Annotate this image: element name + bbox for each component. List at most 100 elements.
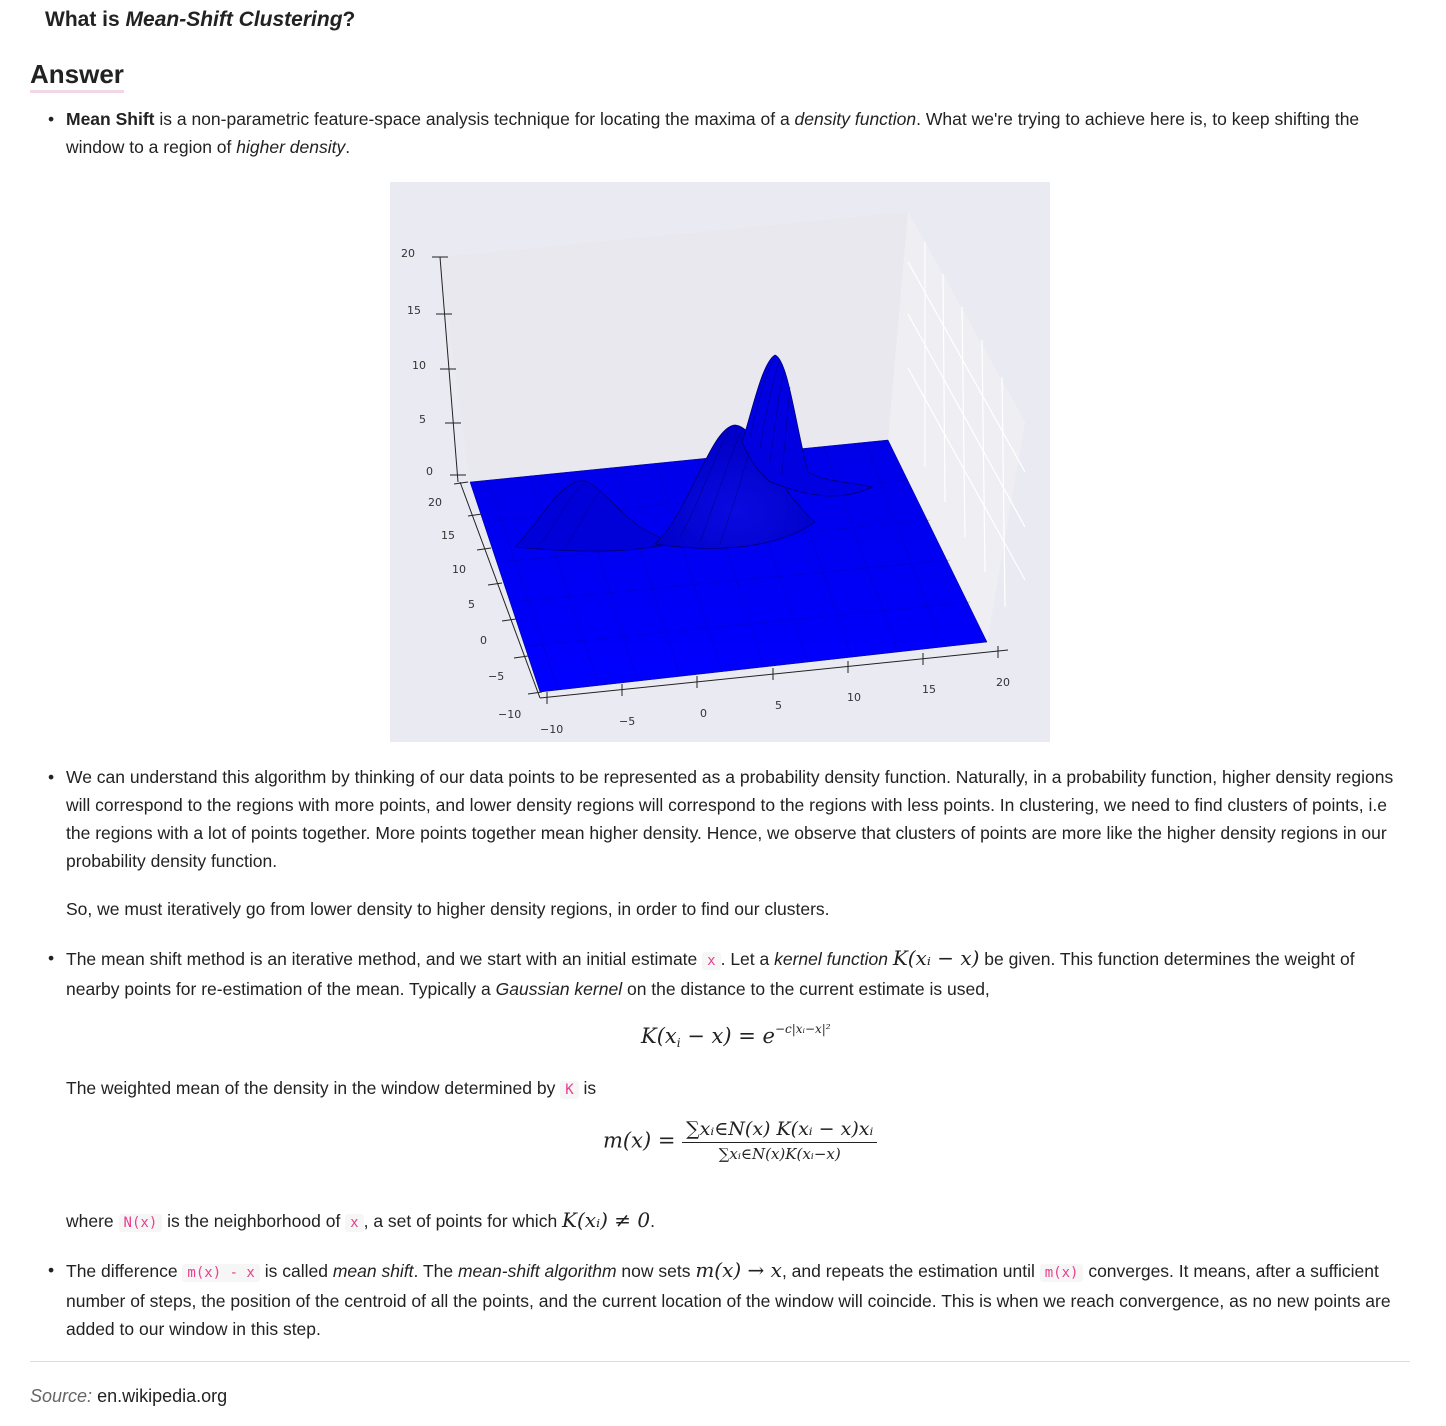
text-span: is (578, 1078, 597, 1098)
x-tick-label: −10 (540, 723, 563, 736)
y-tick-label: 10 (452, 563, 466, 576)
text-span: . (345, 137, 351, 157)
y-tick-label: 0 (480, 634, 487, 647)
x-tick-label: −5 (619, 715, 635, 728)
bullet-4-text: The difference m(x) - x is called mean s… (66, 1256, 1410, 1343)
x-tick-label: 5 (775, 699, 782, 712)
question-suffix: ? (342, 8, 356, 31)
text-span: converges. It means, after a sufficient … (66, 1261, 1391, 1339)
question-title: What is Mean-Shift Clustering? (45, 8, 355, 32)
bullet-marker: • (48, 1260, 55, 1280)
surface-peak-small (514, 480, 676, 552)
eq-numerator: ∑xᵢ∈N(x) K(xᵢ − x)xᵢ (682, 1118, 878, 1143)
mean-shift-bold: Mean Shift (66, 109, 155, 129)
emphasis: higher density (236, 137, 346, 157)
gaussian-kernel-equation: K(xi − x) = e−c|xᵢ−x|² (641, 1022, 831, 1050)
eq-denominator: ∑xᵢ∈N(x)K(xᵢ−x) (718, 1145, 841, 1163)
text-span: be given. This function determines the w… (66, 949, 1355, 999)
text-span: on the distance to the current estimate … (622, 979, 990, 999)
z-tick-label: 10 (412, 359, 426, 372)
text-span: where (66, 1211, 119, 1231)
emphasis: mean shift (332, 1261, 414, 1281)
x-axis-ticks (546, 646, 999, 704)
bullet-2-text: We can understand this algorithm by thin… (66, 767, 1394, 871)
x-axis-line (539, 649, 1009, 699)
inline-math: K(xᵢ − x) (892, 946, 980, 970)
source-line: Source: en.wikipedia.org (30, 1386, 227, 1407)
text-span: . Let a (720, 949, 775, 969)
text-span: . The (413, 1261, 458, 1281)
source-link[interactable]: en.wikipedia.org (97, 1386, 228, 1406)
x-tick-label: 20 (996, 676, 1010, 689)
surface-peak-tall (741, 354, 874, 497)
back-pane (440, 212, 908, 482)
y-axis-ticks (453, 481, 543, 695)
question-prefix: What is (45, 8, 126, 31)
question-term: Mean-Shift Clustering (125, 8, 343, 31)
eq-lhs: m(x) = (603, 1128, 676, 1153)
text-span: is a non-parametric feature-space analys… (154, 109, 795, 129)
eq-part: K(x (641, 1024, 677, 1048)
text-span: is called (259, 1261, 333, 1281)
neighborhood-text: where N(x) is the neighborhood of x, a s… (66, 1206, 1410, 1237)
bullet-marker: • (48, 767, 55, 787)
text-span: , a set of points for which (363, 1211, 563, 1231)
x-tick-label: 15 (922, 683, 936, 696)
eq-sub: i (676, 1036, 681, 1050)
z-tick-label: 5 (419, 413, 426, 426)
emphasis: kernel function (774, 949, 888, 969)
emphasis: Gaussian kernel (495, 979, 623, 999)
eq-part: − x) = e (680, 1024, 775, 1048)
z-tick-label: 0 (426, 465, 433, 478)
z-tick-label: 15 (407, 304, 421, 317)
y-tick-label: −10 (498, 708, 521, 721)
answer-heading: Answer (30, 58, 124, 93)
z-axis-ticks (432, 256, 466, 476)
y-tick-label: 5 (468, 598, 475, 611)
bullet-1-text: Mean Shift is a non-parametric feature-s… (66, 105, 1410, 161)
text-span: The weighted mean of the density in the … (66, 1078, 561, 1098)
divider (30, 1361, 1410, 1362)
inline-math: K(xᵢ) ≠ 0 (562, 1208, 651, 1232)
inline-math: m(x) → x (695, 1258, 782, 1282)
eq-fraction: ∑xᵢ∈N(x) K(xᵢ − x)xᵢ ∑xᵢ∈N(x)K(xᵢ−x) (682, 1118, 878, 1163)
text-span: , and repeats the estimation until (781, 1261, 1040, 1281)
inline-code: N(x) (118, 1214, 163, 1232)
x-tick-label: 0 (700, 707, 707, 720)
surface-plot-svg: 20 15 10 5 0 (401, 212, 1026, 736)
bullet-3-text: The mean shift method is an iterative me… (66, 944, 1410, 1003)
x-tick-label: 10 (847, 691, 861, 704)
bullet-marker: • (48, 109, 55, 129)
inline-code: m(x) - x (182, 1264, 260, 1282)
side-pane (888, 212, 1025, 642)
y-tick-label: −5 (488, 670, 504, 683)
side-pane-grid (907, 242, 1026, 608)
z-tick-label: 20 (401, 247, 415, 260)
bullet-2-followup: So, we must iteratively go from lower de… (66, 899, 830, 919)
source-label: Source: (30, 1386, 93, 1406)
text-span: The mean shift method is an iterative me… (66, 949, 703, 969)
text-span: now sets (616, 1261, 696, 1281)
surface-plot-figure: 20 15 10 5 0 (390, 182, 1050, 742)
inline-code: x (345, 1214, 364, 1232)
y-axis-line (459, 481, 541, 699)
peak-mesh-lines (539, 356, 791, 548)
text-span: . What we're trying to achieve here is, … (66, 109, 1360, 157)
text-span: is the neighborhood of (162, 1211, 346, 1231)
weighted-mean-equation: m(x) = ∑xᵢ∈N(x) K(xᵢ − x)xᵢ ∑xᵢ∈N(x)K(xᵢ… (603, 1118, 878, 1163)
emphasis: mean-shift algorithm (457, 1261, 617, 1281)
emphasis: density function (794, 109, 917, 129)
text-span: . (650, 1211, 655, 1231)
inline-code: x (702, 952, 721, 970)
y-tick-labels: 20 15 10 5 0 −5 −10 (428, 496, 521, 721)
weighted-mean-text: The weighted mean of the density in the … (66, 1074, 1410, 1104)
x-tick-labels: −10 −5 0 5 10 15 20 (540, 676, 1010, 736)
text-span: The difference (66, 1261, 183, 1281)
inline-code: K (560, 1081, 579, 1099)
bullet-marker: • (48, 948, 55, 968)
eq-sup: −c|xᵢ−x|² (774, 1022, 831, 1036)
z-tick-labels: 20 15 10 5 0 (401, 247, 433, 478)
y-tick-label: 15 (441, 529, 455, 542)
inline-code: m(x) (1039, 1264, 1084, 1282)
y-tick-label: 20 (428, 496, 442, 509)
